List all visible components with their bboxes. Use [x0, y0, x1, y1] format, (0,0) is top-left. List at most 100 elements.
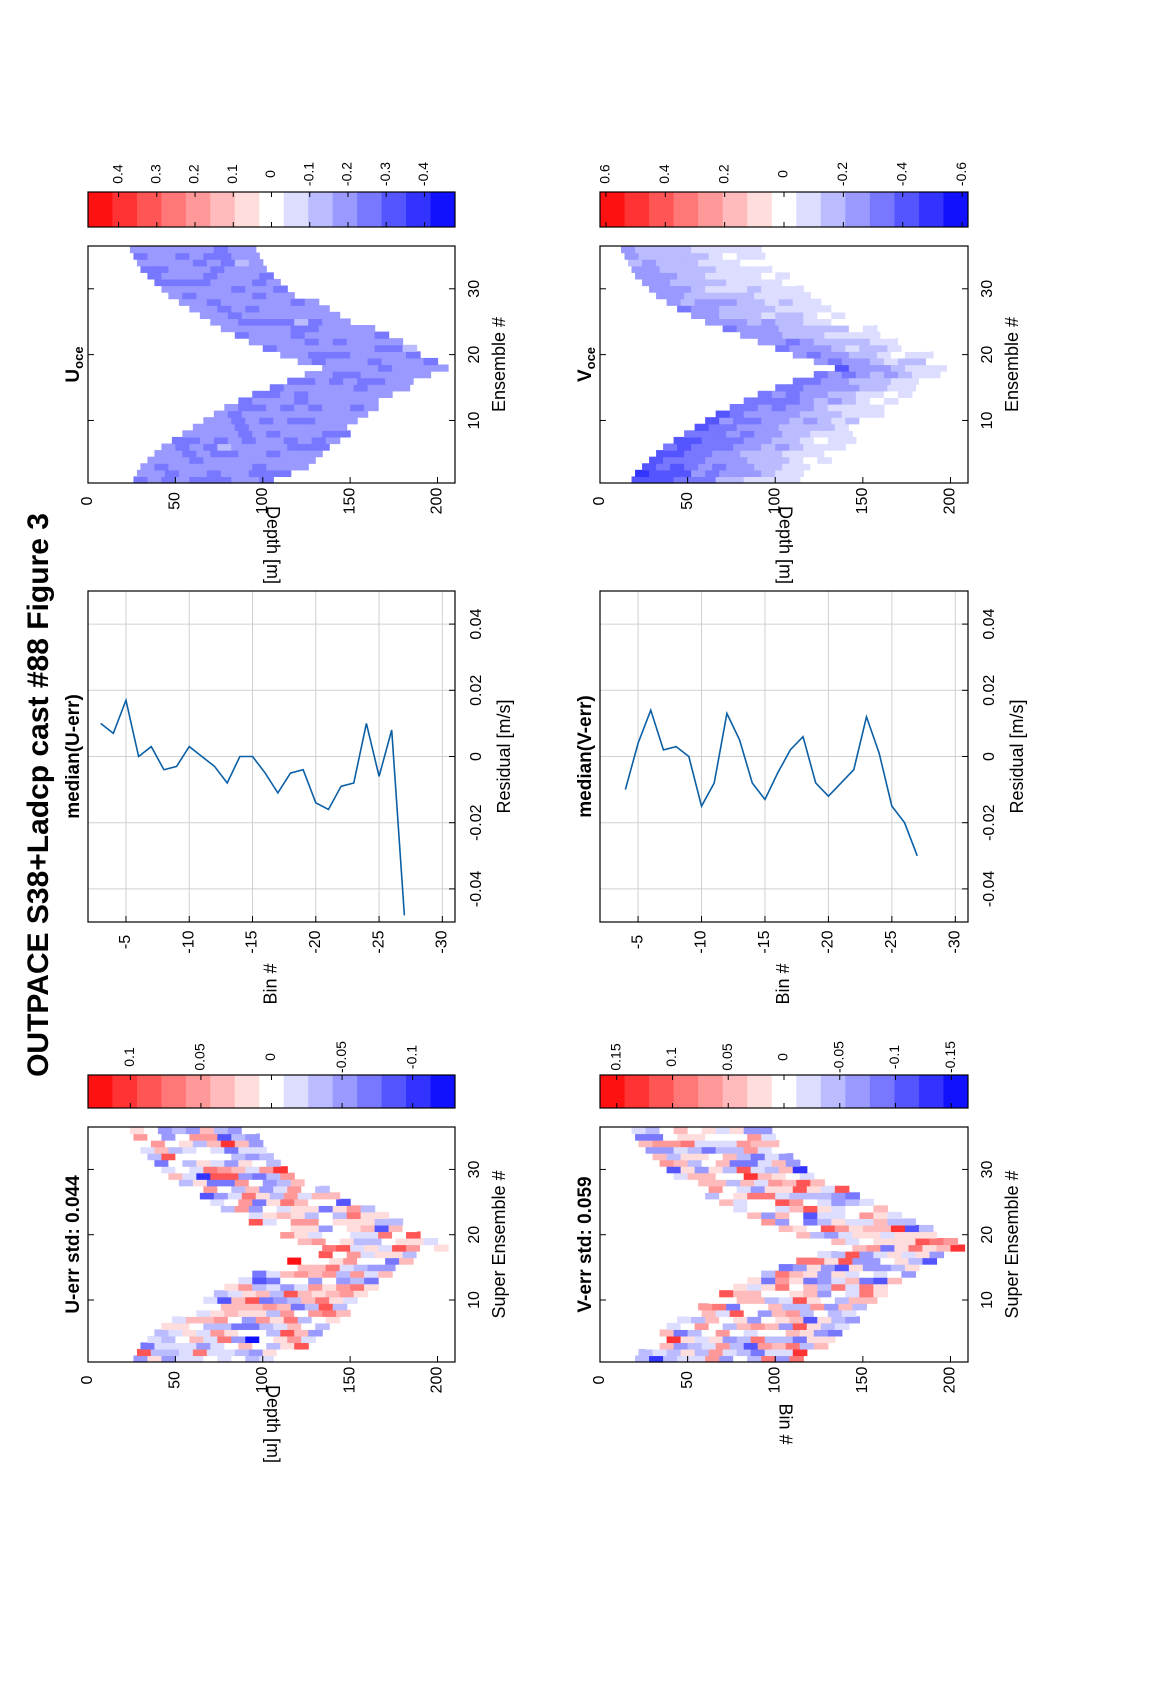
heatmap-cell	[670, 259, 685, 267]
heatmap-cell	[869, 390, 885, 399]
line-frame	[599, 590, 969, 923]
heatmap-cell	[747, 285, 762, 293]
heatmap-cell	[238, 1146, 253, 1154]
heatmap-cell	[266, 450, 281, 458]
heatmap-cell	[852, 1303, 867, 1311]
ensemble-tick-label: 20	[466, 1226, 483, 1244]
heatmap-cell	[423, 357, 439, 366]
heatmap-cell	[771, 1309, 787, 1317]
heatmap-cell	[743, 265, 759, 273]
heatmap-cell	[220, 1348, 236, 1357]
heatmap-cell	[343, 1296, 358, 1304]
heatmap-cell	[248, 1140, 264, 1148]
heatmap-cell	[168, 463, 183, 471]
heatmap-cell	[133, 252, 149, 260]
heatmap-cell	[782, 1179, 797, 1187]
heatmap-cell	[255, 1192, 271, 1200]
heatmap-cell	[761, 1270, 776, 1278]
heatmap-cell	[708, 1185, 724, 1193]
heatmap-cell	[827, 1309, 843, 1317]
heatmap-cell	[168, 1146, 183, 1154]
heatmap-cell	[213, 1127, 229, 1135]
heatmap-cell	[733, 246, 748, 254]
heatmap-cell	[775, 1205, 790, 1213]
heatmap-cell	[238, 1172, 253, 1180]
heatmap-cell	[346, 1205, 362, 1213]
x-axis-label: Residual [m/s]	[1007, 699, 1027, 813]
heatmap-cell	[810, 463, 825, 471]
heatmap-cell	[266, 1198, 281, 1206]
heatmap-cell	[245, 252, 260, 260]
heatmap-cell	[677, 443, 692, 451]
depth-tick-label: 100	[766, 1367, 783, 1394]
heatmap-cell	[663, 1355, 678, 1363]
heatmap-cell	[768, 1303, 783, 1311]
heatmap-cell	[185, 1127, 201, 1135]
heatmap-cell	[199, 246, 215, 254]
heatmap-cell	[845, 311, 860, 320]
heatmap-cell	[318, 1251, 334, 1259]
heatmap-cell	[810, 1179, 825, 1187]
heatmap-cell	[353, 1290, 369, 1298]
heatmap-cell	[154, 1146, 169, 1154]
heatmap-cell	[294, 1198, 309, 1206]
heatmap-cell	[733, 285, 748, 293]
heatmap-cell	[859, 1211, 874, 1219]
heatmap-cell	[360, 1211, 376, 1219]
heatmap-cell	[722, 423, 738, 431]
ensemble-tick-label: 30	[466, 280, 483, 298]
heatmap-cell	[227, 1290, 243, 1298]
colorbar-tick-label: 0.1	[224, 164, 240, 184]
heatmap-cell	[691, 1355, 706, 1363]
heatmap-cell	[339, 357, 355, 366]
heatmap-cell	[203, 476, 218, 484]
heatmap-cell	[715, 476, 731, 484]
heatmap-cell	[182, 450, 197, 458]
heatmap-cell	[262, 331, 278, 339]
heatmap-cell	[325, 384, 341, 392]
heatmap-cell	[680, 1322, 696, 1330]
heatmap-cell	[266, 278, 281, 287]
heatmap-cell	[304, 325, 320, 333]
heatmap-cell	[729, 476, 745, 484]
heatmap-cell	[680, 1348, 696, 1357]
heatmap-cell	[199, 311, 215, 320]
heatmap-cell	[280, 1342, 295, 1350]
heatmap-cell	[645, 265, 661, 273]
heatmap-cell	[824, 1231, 839, 1239]
heatmap-cell	[736, 252, 752, 260]
heatmap-cell	[283, 1290, 299, 1298]
heatmap-cell	[245, 443, 260, 451]
heatmap-cell	[304, 344, 320, 352]
heatmap-cell	[353, 1237, 369, 1246]
heatmap-cell	[332, 1211, 348, 1219]
heatmap-cell	[213, 311, 229, 320]
colorbar-swatch	[673, 192, 699, 227]
heatmap-cell	[733, 443, 748, 451]
heatmap-cell	[231, 1296, 246, 1304]
heatmap-cell	[283, 384, 299, 392]
heatmap-frame	[87, 1126, 456, 1363]
heatmap-cell	[817, 384, 832, 392]
heatmap-cell	[182, 265, 197, 273]
heatmap-cell	[691, 285, 706, 293]
heatmap-cell	[266, 1270, 281, 1278]
heatmap-cell	[168, 292, 183, 300]
heatmap-cell	[771, 397, 787, 405]
heatmap-cell	[332, 344, 348, 352]
heatmap-cell	[771, 410, 787, 418]
heatmap-cell	[680, 1335, 696, 1344]
heatmap-cell	[255, 410, 271, 418]
heatmap-cell	[817, 311, 832, 320]
heatmap-cell	[817, 1251, 832, 1259]
heatmap-cell	[210, 278, 225, 287]
residual-tick-label: -0.02	[468, 804, 485, 841]
heatmap-cell	[684, 259, 699, 267]
heatmap-cell	[311, 357, 327, 366]
colorbar-tick-label: -0.3	[377, 162, 393, 186]
heatmap-cell	[234, 325, 250, 333]
heatmap-cell	[719, 311, 734, 320]
heatmap-cell	[213, 410, 229, 418]
heatmap-cell	[684, 450, 699, 458]
